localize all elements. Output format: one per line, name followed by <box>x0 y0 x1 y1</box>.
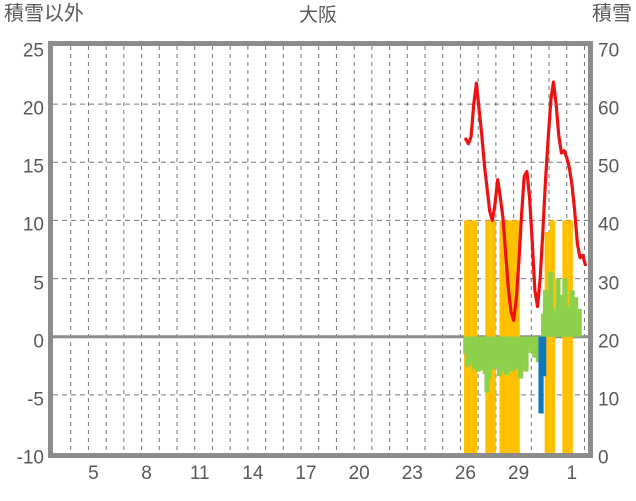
y-axis-left-tick: -5 <box>27 389 44 411</box>
bar <box>549 308 556 337</box>
y-axis-left-tick: 10 <box>22 214 44 236</box>
bar <box>565 261 571 453</box>
chart-canvas <box>53 46 588 453</box>
bar <box>555 278 561 337</box>
bar <box>532 336 538 358</box>
y-axis-right-tick: 40 <box>598 214 620 236</box>
temperature-line <box>464 80 587 323</box>
y-axis-left-tick: -10 <box>16 447 44 469</box>
y-axis-right-tick: 10 <box>598 389 620 411</box>
right-axis-title: 積雪 <box>592 3 632 25</box>
y-axis-right-tick: 30 <box>598 273 620 295</box>
bar <box>535 336 541 363</box>
x-axis-tick: 1 <box>566 463 578 484</box>
plot-inner <box>53 46 588 453</box>
bar <box>572 297 579 337</box>
y-axis-right-tick: 60 <box>598 98 620 120</box>
x-axis-tick: 11 <box>189 463 210 484</box>
x-axis-tick: 20 <box>348 463 370 484</box>
bar <box>528 336 534 353</box>
y-axis-left-tick: 20 <box>22 98 44 120</box>
bar <box>487 325 494 453</box>
y-axis-left-tick: 5 <box>33 273 44 295</box>
plot-area: 25 20 15 10 5 0 -5 -10 70 60 50 40 30 20 10 0 5 8 11 14 17 20… <box>17 41 619 483</box>
bar <box>541 336 547 377</box>
bar <box>544 294 550 337</box>
bar <box>466 290 472 453</box>
x-axis-tick: 8 <box>141 463 152 484</box>
bar <box>464 336 471 367</box>
y-axis-right-tick: 0 <box>598 447 609 469</box>
y-axis-right-tick: 50 <box>598 156 620 178</box>
x-axis-tick: 23 <box>401 463 423 484</box>
x-axis-tick: 17 <box>295 463 317 484</box>
x-axis-tick: 26 <box>454 463 477 484</box>
bar <box>525 336 531 350</box>
green-bars <box>463 271 582 393</box>
y-axis-right-tick: 20 <box>598 331 620 353</box>
bar <box>538 336 544 414</box>
blue-bars <box>538 336 547 414</box>
y-axis-right-tick: 70 <box>598 40 620 62</box>
bar <box>547 278 553 453</box>
bar <box>544 232 550 453</box>
left-axis-title: 積雪以外 <box>4 3 84 25</box>
bar <box>564 306 570 337</box>
y-axis-left-tick: 0 <box>33 331 44 353</box>
chart-title: 大阪 <box>298 5 337 26</box>
x-axis-tick: 5 <box>88 463 99 484</box>
bar <box>576 308 582 337</box>
bar <box>558 294 565 337</box>
bar <box>523 336 529 372</box>
bar <box>548 271 554 337</box>
y-axis-left-tick: 25 <box>22 40 44 62</box>
x-axis-tick: 29 <box>508 463 530 484</box>
y-axis-left-tick: 15 <box>22 156 44 178</box>
x-axis-tick: 14 <box>242 463 264 484</box>
